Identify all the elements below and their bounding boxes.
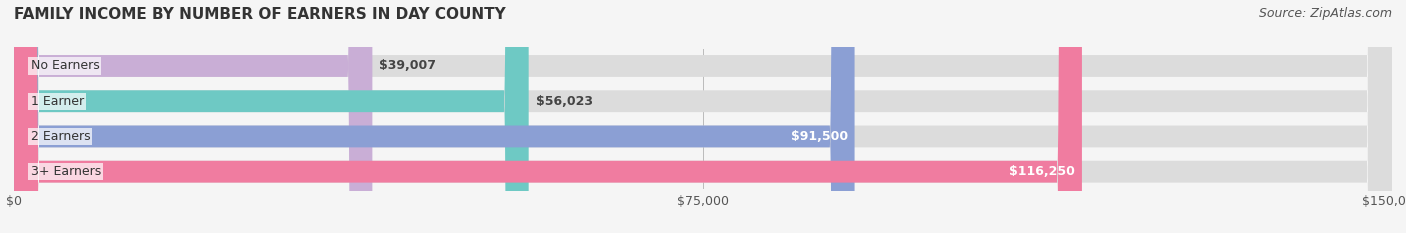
Text: $39,007: $39,007 xyxy=(380,59,436,72)
Text: $91,500: $91,500 xyxy=(790,130,848,143)
FancyBboxPatch shape xyxy=(14,0,1392,233)
Text: 2 Earners: 2 Earners xyxy=(31,130,90,143)
FancyBboxPatch shape xyxy=(14,0,373,233)
Text: 3+ Earners: 3+ Earners xyxy=(31,165,101,178)
FancyBboxPatch shape xyxy=(14,0,855,233)
FancyBboxPatch shape xyxy=(14,0,1083,233)
Text: $56,023: $56,023 xyxy=(536,95,592,108)
FancyBboxPatch shape xyxy=(14,0,1392,233)
FancyBboxPatch shape xyxy=(14,0,529,233)
Text: 1 Earner: 1 Earner xyxy=(31,95,84,108)
FancyBboxPatch shape xyxy=(14,0,1392,233)
Text: No Earners: No Earners xyxy=(31,59,100,72)
FancyBboxPatch shape xyxy=(14,0,1392,233)
Text: $116,250: $116,250 xyxy=(1010,165,1076,178)
Text: FAMILY INCOME BY NUMBER OF EARNERS IN DAY COUNTY: FAMILY INCOME BY NUMBER OF EARNERS IN DA… xyxy=(14,7,506,22)
Text: Source: ZipAtlas.com: Source: ZipAtlas.com xyxy=(1258,7,1392,20)
